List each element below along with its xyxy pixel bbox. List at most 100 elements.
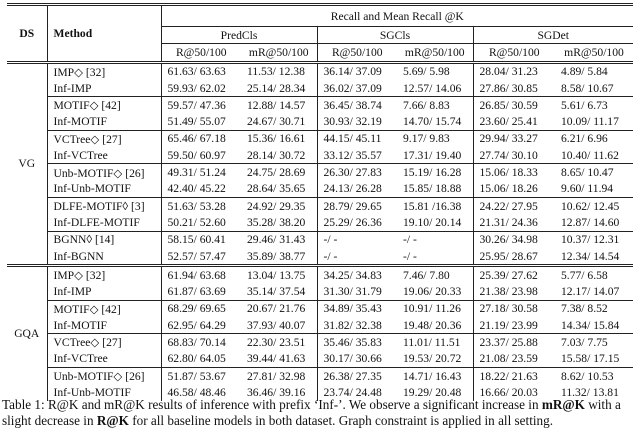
value-cell: 51.49/ 55.07	[167, 115, 226, 129]
value-cell: 46.58/ 48.46	[167, 385, 226, 399]
super-header: Recall and Mean Recall @K	[161, 4, 633, 27]
value-cell: 36.46/ 39.16	[241, 384, 318, 401]
method-cell: MOTIF◇ [42]	[47, 96, 162, 114]
value-cell: 6.21/ 6.96	[555, 129, 633, 148]
value-cell: 29.94/ 33.27	[473, 129, 555, 148]
value-cell: 35.46/ 35.83	[317, 333, 397, 351]
value-cell: 52.57/ 57.47	[167, 249, 226, 263]
table-row: Unb-MOTIF◇ [26] 51.87/ 53.67 27.81/ 32.98 2…	[7, 366, 633, 385]
metric-header: R@50/100	[331, 45, 383, 59]
metric-header: R@50/100	[488, 45, 540, 59]
caption-part: for all baseline models in both dataset.…	[128, 413, 554, 428]
value-cell: 28.64/ 35.65	[241, 180, 318, 198]
value-cell: 12.88/ 14.57	[241, 96, 318, 114]
method-cell: Unb-MOTIF◇ [26]	[47, 163, 162, 181]
value-cell: 8.62/ 10.53	[555, 366, 633, 385]
value-cell: 61.87/ 63.69	[167, 285, 226, 299]
value-cell: 36.45/ 38.74	[317, 96, 397, 114]
value-cell: 17.31/ 19.40	[397, 147, 474, 164]
table-row: Unb-MOTIF◇ [26] 49.31/ 51.24 24.75/ 28.69 2…	[7, 163, 633, 181]
value-cell: 44.15/ 45.11	[317, 129, 397, 148]
value-cell: -/ -	[323, 249, 338, 263]
method-cell: IMP◇ [32]	[47, 264, 162, 284]
value-cell: 26.38/ 27.35	[317, 366, 397, 385]
table-row: VCTree◇ [27] 65.46/ 67.18 15.36/ 16.61 44.1…	[7, 129, 633, 148]
table-row: Inf-BGNN 52.57/ 57.47 35.89/ 38.77 -/ - -/ -…	[7, 247, 633, 266]
ds-cell: GQA	[7, 264, 48, 401]
table-row: MOTIF◇ [42] 68.29/ 69.65 20.67/ 21.76 34.89…	[7, 299, 633, 318]
value-cell: 35.14/ 37.54	[241, 283, 318, 301]
value-cell: 31.82/ 32.38	[323, 318, 382, 332]
value-cell: 21.19/ 23.99	[479, 318, 538, 332]
value-cell: 59.50/ 60.97	[167, 148, 226, 162]
value-cell: 15.19/ 16.28	[397, 163, 474, 181]
value-cell: 9.60/ 11.94	[561, 182, 614, 196]
table-row: Inf-Unb-MOTIF 46.58/ 48.46 36.46/ 39.16 23.…	[7, 384, 633, 401]
method-cell: VCTree◇ [27]	[47, 333, 162, 351]
value-cell: 62.95/ 64.29	[167, 318, 226, 332]
metric-header: R@50/100	[175, 45, 227, 59]
value-cell: 15.81 /16.38	[397, 196, 474, 215]
value-cell: 9.17/ 9.83	[397, 129, 474, 148]
value-cell: 10.37/ 12.31	[555, 230, 633, 248]
value-cell: 5.77/ 6.58	[555, 264, 633, 284]
value-cell: 59.93/ 62.02	[167, 81, 226, 95]
table-row: Inf-MOTIF 51.49/ 55.07 24.67/ 30.71 30.93/ …	[7, 113, 633, 131]
value-cell: 28.79/ 29.65	[317, 196, 397, 215]
value-cell: 7.66/ 8.83	[397, 96, 474, 114]
value-cell: 21.38/ 23.98	[479, 285, 538, 299]
method-header: Method	[47, 4, 162, 63]
value-cell: 27.81/ 32.98	[241, 366, 318, 385]
value-cell: 30.93/ 32.19	[323, 115, 382, 129]
value-cell: 5.61/ 6.73	[555, 96, 633, 114]
value-cell: 12.34/ 14.54	[561, 249, 620, 263]
method-cell: Unb-MOTIF◇ [26]	[47, 366, 162, 385]
method-cell: VCTree◇ [27]	[47, 129, 162, 148]
caption-part: R@K	[96, 413, 129, 428]
value-cell: 61.63/ 63.63	[161, 60, 241, 80]
table-row: Inf-VCTree 62.80/ 64.05 39.44/ 41.63 30.17/…	[7, 350, 633, 368]
value-cell: 10.91/ 11.26	[397, 299, 474, 318]
method-cell: Inf-MOTIF	[47, 113, 162, 131]
table-row: Inf-VCTree 59.50/ 60.97 28.14/ 30.72 33.12/…	[7, 147, 633, 164]
metric-header: mR@50/100	[241, 43, 318, 63]
value-cell: 7.46/ 7.80	[397, 264, 474, 284]
method-cell: Inf-Unb-MOTIF	[47, 180, 162, 198]
value-cell: 37.93/ 40.07	[241, 317, 318, 334]
value-cell: 21.08/ 23.59	[479, 352, 538, 366]
method-cell: BGNN◊ [14]	[47, 230, 162, 248]
value-cell: 15.36/ 16.61	[241, 129, 318, 148]
value-cell: 10.40/ 11.62	[561, 148, 619, 162]
value-cell: 30.26/ 34.98	[473, 230, 555, 248]
table-row: GQA IMP◇ [32] 61.94/ 63.68 13.04/ 13.75 34.2…	[7, 264, 633, 401]
value-cell: 68.29/ 69.65	[161, 299, 241, 318]
table-row: Inf-Unb-MOTIF 42.40/ 45.22 28.64/ 35.65 24.…	[7, 180, 633, 198]
method-cell: MOTIF◇ [42]	[47, 299, 162, 318]
value-cell: 59.57/ 47.36	[161, 96, 241, 114]
value-cell: 19.29/ 20.48	[397, 384, 474, 401]
value-cell: 25.39/ 27.62	[473, 264, 555, 284]
value-cell: 51.87/ 53.67	[161, 366, 241, 385]
method-cell: IMP◇ [32]	[47, 60, 162, 80]
value-cell: 12.87/ 14.60	[561, 215, 620, 229]
method-cell: DLFE-MOTIF◊ [3]	[47, 196, 162, 215]
value-cell: -/ -	[397, 247, 474, 266]
value-cell: 20.67/ 21.76	[241, 299, 318, 318]
value-cell: 61.94/ 63.68	[161, 264, 241, 284]
value-cell: 15.85/ 18.88	[397, 180, 474, 198]
value-cell: 12.57/ 14.06	[397, 79, 474, 97]
method-cell: Inf-MOTIF	[47, 317, 162, 334]
value-cell: 39.44/ 41.63	[241, 350, 318, 368]
value-cell: 42.40/ 45.22	[167, 182, 226, 196]
value-cell: 34.25/ 34.83	[317, 264, 397, 284]
value-cell: 15.58/ 17.15	[561, 352, 620, 366]
value-cell: 68.83/ 70.14	[161, 333, 241, 351]
value-cell: 24.92/ 29.35	[241, 196, 318, 215]
value-cell: 8.65/ 10.47	[555, 163, 633, 181]
value-cell: 10.09/ 11.17	[561, 115, 619, 129]
value-cell: 15.06/ 18.33	[473, 163, 555, 181]
table-row: Inf-IMP 59.93/ 62.02 25.14/ 28.34 36.02/ 37…	[7, 79, 633, 97]
value-cell: 19.10/ 20.14	[397, 214, 474, 232]
value-cell: 25.14/ 28.34	[241, 79, 318, 97]
